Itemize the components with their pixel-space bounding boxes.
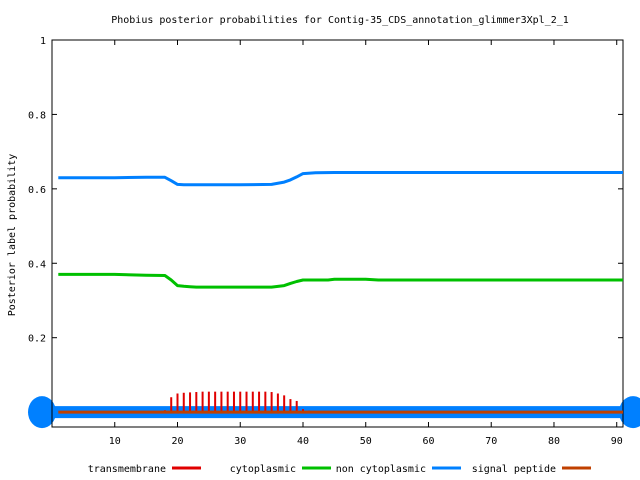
legend: transmembrane cytoplasmic non cytoplasmic s…: [88, 464, 591, 475]
chart-title: Phobius posterior probabilities for Cont…: [111, 15, 569, 26]
legend-label-transmembrane: transmembrane: [88, 464, 166, 475]
plot-frame: [51, 39, 624, 428]
signal-band-right-cap: [619, 396, 640, 429]
legend-label-non-cytoplasmic: non cytoplasmic: [336, 464, 426, 475]
x-tick-label: 40: [297, 436, 309, 447]
y-tick-label: 0.4: [28, 259, 46, 270]
y-axis-label: Posterior label probability: [7, 154, 18, 317]
cytoplasmic-line: [58, 272, 623, 289]
x-tick-label: 60: [422, 436, 434, 447]
x-tick-label: 90: [611, 436, 623, 447]
plot-area: [51, 39, 624, 428]
x-tick-label: 50: [360, 436, 372, 447]
signal-band-left-cap: [28, 396, 56, 429]
x-tick-label: 70: [485, 436, 497, 447]
legend-label-signal-peptide: signal peptide: [472, 464, 556, 475]
y-tick-label: 0.2: [28, 334, 46, 345]
y-tick-label: 1: [40, 36, 46, 47]
x-tick-label: 30: [234, 436, 246, 447]
x-tick-label: 10: [109, 436, 121, 447]
axis-ticks: 10 20 30 40 50 60 70 80 90 0.2 0.4 0.6 0.8 1: [28, 36, 623, 447]
x-tick-label: 80: [548, 436, 560, 447]
y-tick-label: 0.8: [28, 110, 46, 121]
x-tick-label: 20: [171, 436, 183, 447]
non-cytoplasmic-line: [58, 171, 623, 187]
legend-label-cytoplasmic: cytoplasmic: [230, 464, 296, 475]
y-tick-label: 0.6: [28, 185, 46, 196]
